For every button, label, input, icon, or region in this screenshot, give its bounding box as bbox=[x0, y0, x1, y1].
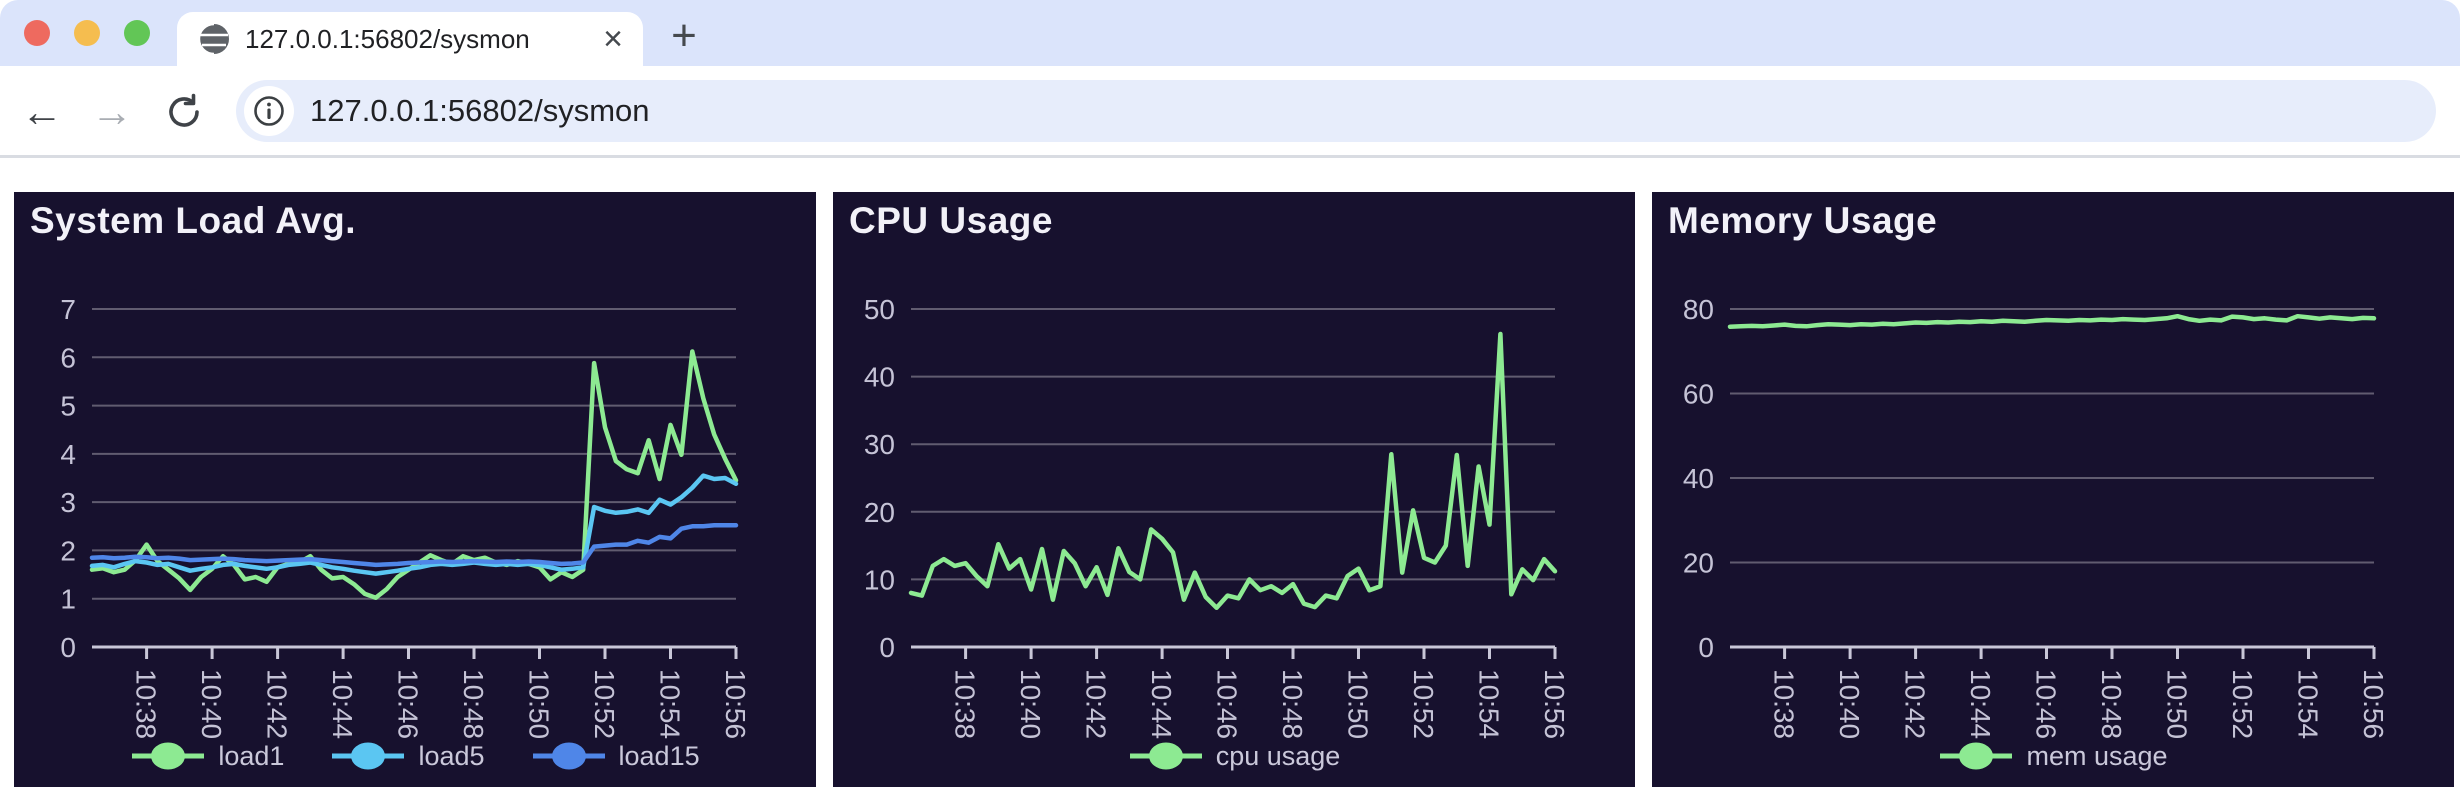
svg-text:10:44: 10:44 bbox=[327, 669, 358, 739]
svg-text:10:44: 10:44 bbox=[1965, 669, 1996, 739]
legend-item[interactable]: load5 bbox=[330, 740, 485, 772]
svg-text:10:52: 10:52 bbox=[589, 669, 620, 739]
svg-text:3: 3 bbox=[60, 487, 76, 518]
memory-usage-chart-canvas[interactable]: 0 20 40 60 80 10:38 10:40 10:42 10:44 10:46 10:48 1… bbox=[1652, 192, 2454, 787]
chart-title: CPU Usage bbox=[849, 200, 1053, 241]
chart-legend: cpu usage bbox=[833, 740, 1635, 772]
info-icon bbox=[254, 96, 284, 126]
svg-text:10:38: 10:38 bbox=[131, 669, 162, 739]
legend-label: load5 bbox=[418, 740, 485, 771]
svg-text:50: 50 bbox=[864, 294, 895, 325]
legend-marker-icon bbox=[1129, 742, 1202, 770]
url-text: 127.0.0.1:56802/sysmon bbox=[310, 93, 650, 128]
legend-label: mem usage bbox=[2026, 740, 2168, 771]
svg-text:10:54: 10:54 bbox=[1474, 669, 1505, 739]
svg-text:10:56: 10:56 bbox=[720, 669, 751, 739]
tab-title: 127.0.0.1:56802/sysmon bbox=[245, 23, 530, 54]
svg-text:10:44: 10:44 bbox=[1146, 669, 1177, 739]
legend-item[interactable]: load15 bbox=[531, 740, 700, 772]
svg-text:10:54: 10:54 bbox=[2293, 669, 2324, 739]
site-info-button[interactable] bbox=[244, 86, 294, 136]
svg-text:10:38: 10:38 bbox=[950, 669, 981, 739]
svg-text:10:46: 10:46 bbox=[1212, 669, 1243, 739]
browser-toolbar: ← → 127.0.0.1:56802/sysmon bbox=[0, 66, 2460, 158]
svg-text:1: 1 bbox=[60, 584, 76, 615]
svg-text:20: 20 bbox=[864, 497, 895, 528]
svg-text:10:50: 10:50 bbox=[1343, 669, 1374, 739]
svg-text:40: 40 bbox=[1683, 463, 1714, 494]
legend-item[interactable]: cpu usage bbox=[1128, 740, 1341, 772]
svg-text:10:56: 10:56 bbox=[2358, 669, 2389, 739]
legend-item[interactable]: mem usage bbox=[1938, 740, 2168, 772]
svg-text:4: 4 bbox=[60, 439, 76, 470]
legend-marker-icon bbox=[1940, 742, 2013, 770]
svg-text:10:56: 10:56 bbox=[1539, 669, 1570, 739]
window-zoom-button[interactable] bbox=[124, 20, 150, 46]
address-bar[interactable]: 127.0.0.1:56802/sysmon bbox=[236, 80, 2436, 142]
svg-text:30: 30 bbox=[864, 429, 895, 460]
tab-strip: 127.0.0.1:56802/sysmon × + bbox=[0, 0, 2460, 66]
svg-text:10:54: 10:54 bbox=[655, 669, 686, 739]
svg-text:10:48: 10:48 bbox=[2096, 669, 2127, 739]
legend-label: load1 bbox=[218, 740, 285, 771]
reload-button[interactable] bbox=[156, 66, 212, 158]
window-minimize-button[interactable] bbox=[74, 20, 100, 46]
svg-text:10:38: 10:38 bbox=[1769, 669, 1800, 739]
back-button[interactable]: ← bbox=[21, 88, 63, 135]
svg-text:10:50: 10:50 bbox=[2162, 669, 2193, 739]
chart-title: System Load Avg. bbox=[30, 200, 357, 241]
svg-text:10:40: 10:40 bbox=[1834, 669, 1865, 739]
svg-text:10:40: 10:40 bbox=[196, 669, 227, 739]
svg-text:10:42: 10:42 bbox=[1081, 669, 1112, 739]
svg-text:80: 80 bbox=[1683, 294, 1714, 325]
svg-text:10:42: 10:42 bbox=[1900, 669, 1931, 739]
legend-marker-icon bbox=[532, 742, 605, 770]
legend-label: cpu usage bbox=[1215, 740, 1341, 771]
chart-legend: load1 load5 load15 bbox=[14, 740, 816, 772]
svg-text:0: 0 bbox=[879, 632, 895, 663]
tab-close-icon[interactable]: × bbox=[603, 20, 623, 58]
chart-title: Memory Usage bbox=[1668, 200, 1938, 241]
chart-panel-memory: Memory Usage 0 20 40 60 80 10:38 10:40 10:42 10:… bbox=[1652, 192, 2454, 787]
svg-text:10:52: 10:52 bbox=[1408, 669, 1439, 739]
svg-text:6: 6 bbox=[60, 342, 76, 373]
reload-icon bbox=[169, 93, 199, 127]
svg-text:0: 0 bbox=[60, 632, 76, 663]
svg-text:10:48: 10:48 bbox=[458, 669, 489, 739]
new-tab-button[interactable]: + bbox=[671, 11, 697, 60]
legend-label: load15 bbox=[618, 740, 700, 771]
forward-button[interactable]: → bbox=[91, 88, 133, 135]
svg-text:10:40: 10:40 bbox=[1015, 669, 1046, 739]
svg-text:10: 10 bbox=[864, 564, 895, 595]
sysmon-dashboard: System Load Avg. 0 1 2 3 4 5 6 7 10:38 10:40 10:42… bbox=[0, 158, 2460, 800]
legend-marker-icon bbox=[332, 742, 405, 770]
svg-text:10:50: 10:50 bbox=[524, 669, 555, 739]
svg-text:5: 5 bbox=[60, 391, 76, 422]
cpu-usage-chart-canvas[interactable]: 0 10 20 30 40 50 10:38 10:40 10:42 10:44 10:46 10:4… bbox=[833, 192, 1635, 787]
svg-text:7: 7 bbox=[60, 294, 76, 325]
browser-tab[interactable]: 127.0.0.1:56802/sysmon × bbox=[177, 12, 643, 66]
svg-text:10:46: 10:46 bbox=[393, 669, 424, 739]
svg-text:40: 40 bbox=[864, 362, 895, 393]
legend-item[interactable]: load1 bbox=[130, 740, 284, 772]
chart-legend: mem usage bbox=[1652, 740, 2454, 772]
svg-text:60: 60 bbox=[1683, 379, 1714, 410]
chart-panel-cpu: CPU Usage 0 10 20 30 40 50 10:38 10:40 10:42 10:4… bbox=[833, 192, 1635, 787]
svg-text:10:42: 10:42 bbox=[262, 669, 293, 739]
svg-text:10:46: 10:46 bbox=[2031, 669, 2062, 739]
globe-favicon-icon bbox=[197, 22, 229, 56]
svg-text:20: 20 bbox=[1683, 548, 1714, 579]
chart-panel-system-load: System Load Avg. 0 1 2 3 4 5 6 7 10:38 10:40 10:42… bbox=[14, 192, 816, 787]
svg-text:2: 2 bbox=[60, 535, 76, 566]
window-close-button[interactable] bbox=[24, 20, 50, 46]
legend-marker-icon bbox=[132, 742, 205, 770]
svg-text:10:48: 10:48 bbox=[1277, 669, 1308, 739]
svg-text:0: 0 bbox=[1698, 632, 1714, 663]
system-load-chart-canvas[interactable]: 0 1 2 3 4 5 6 7 10:38 10:40 10:42 10:44 10:46 10:48 10… bbox=[14, 192, 816, 787]
svg-text:10:52: 10:52 bbox=[2227, 669, 2258, 739]
